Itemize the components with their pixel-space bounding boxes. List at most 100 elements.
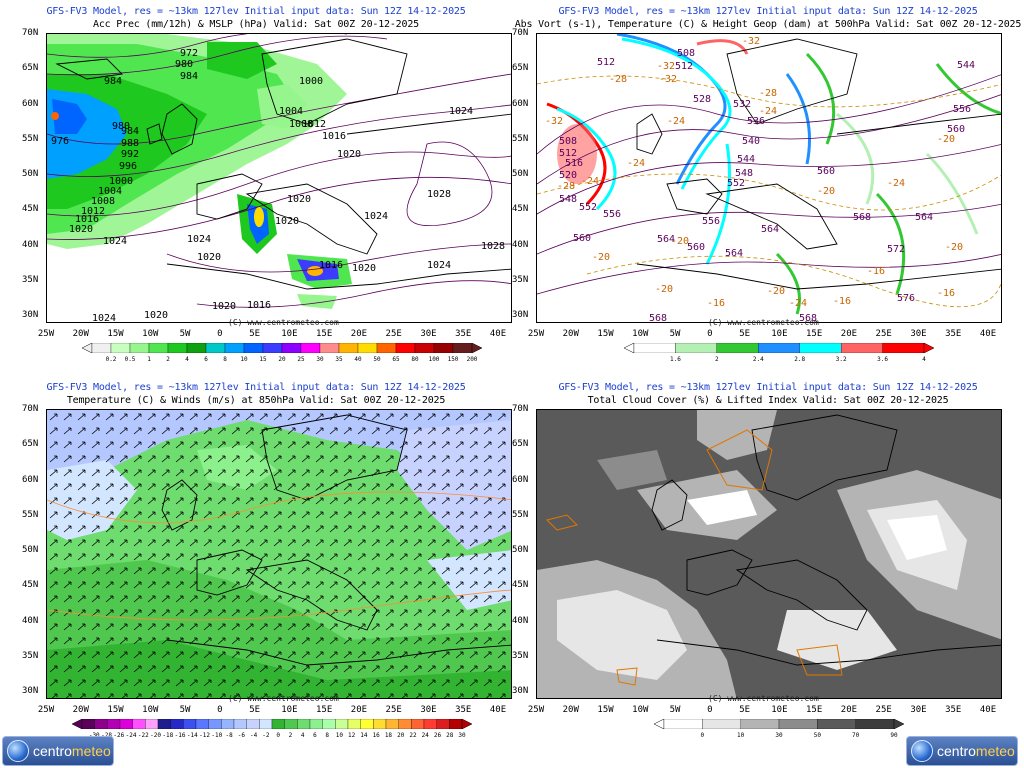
latitude-tick-label: 55N (22, 509, 39, 520)
svg-text:-24: -24 (789, 298, 807, 309)
colorbar-swatch (357, 343, 378, 353)
colorbar-swatch (183, 719, 197, 729)
colorbar-label: 50 (813, 732, 821, 739)
globe-icon (911, 740, 933, 762)
colorbar-extend-right (893, 719, 904, 729)
colorbar-label: 30 (458, 732, 466, 739)
longitude-tick-label: 25W (527, 705, 545, 715)
centrometeo-logo-right[interactable]: centro meteo (906, 736, 1018, 766)
svg-text:540: 540 (742, 136, 760, 147)
colorbar-swatch (395, 343, 416, 353)
longitude-tick-label: 0 (707, 705, 713, 715)
cloud-colorbar (654, 719, 904, 729)
centrometeo-logo-left[interactable]: centro meteo (2, 736, 114, 766)
colorbar-extend-left (624, 343, 635, 353)
svg-text:520: 520 (559, 170, 577, 181)
colorbar-label: 50 (373, 356, 381, 363)
colorbar-swatch (224, 343, 245, 353)
svg-text:1020: 1020 (212, 301, 236, 312)
colorbar-swatch (195, 719, 209, 729)
colorbar-label: -12 (199, 732, 210, 739)
colorbar-swatch (319, 343, 340, 353)
longitude-tick-label: 15E (806, 329, 823, 339)
longitude-tick-label: 5W (669, 329, 681, 339)
svg-text:-16: -16 (867, 266, 885, 277)
longitude-tick-label: 20W (562, 329, 579, 339)
longitude-tick-label: 20W (72, 705, 89, 715)
svg-text:-28: -28 (557, 181, 575, 192)
svg-text:1020: 1020 (275, 216, 299, 227)
colorbar-label: 6 (204, 356, 208, 363)
longitude-tick-label: 10E (281, 705, 298, 715)
svg-text:572: 572 (887, 244, 905, 255)
precipitation-map: 972 980 984 984 1000 1004 1008 1012 1016 976 98… (46, 33, 512, 323)
colorbar-swatch (423, 719, 437, 729)
colorbar-swatch (81, 719, 95, 729)
colorbar-label: 2 (715, 356, 719, 363)
panel-title: Acc Prec (mm/12h) & MSLP (hPa) Valid: Sa… (93, 19, 419, 30)
colorbar-label: 0.2 (105, 356, 117, 363)
svg-text:528: 528 (693, 94, 711, 105)
colorbar-label: 150 (447, 356, 459, 363)
svg-text:512: 512 (597, 57, 615, 68)
colorbar-swatch (170, 719, 184, 729)
temperature-wind-map (46, 409, 512, 699)
colorbar-label: 22 (409, 732, 417, 739)
longitude-tick-label: 10W (632, 329, 649, 339)
longitude-tick-label: 10E (771, 329, 788, 339)
svg-text:1020: 1020 (197, 252, 221, 263)
svg-text:1012: 1012 (81, 206, 105, 217)
longitude-tick-label: 35E (945, 329, 962, 339)
svg-text:992: 992 (121, 149, 139, 160)
longitude-tick-label: 40E (979, 329, 997, 339)
longitude-tick-label: 15W (107, 705, 124, 715)
longitude-tick-label: 20E (350, 705, 368, 715)
colorbar-label: 3.2 (835, 356, 847, 363)
colorbar-label: 4 (300, 732, 305, 739)
svg-text:980: 980 (112, 121, 130, 132)
logo-text-a: centro (937, 743, 976, 759)
svg-text:1004: 1004 (279, 106, 303, 117)
svg-text:1008: 1008 (91, 196, 115, 207)
svg-text:512: 512 (675, 61, 693, 72)
latitude-tick-label: 65N (512, 439, 529, 450)
vorticity-colorbar (624, 343, 934, 353)
longitude-tick-label: 10W (632, 705, 649, 715)
latitude-tick-label: 35N (22, 274, 39, 285)
latitude-tick-label: 70N (512, 404, 529, 414)
longitude-tick-label: 5E (249, 705, 261, 715)
logo-text-b: meteo (71, 743, 111, 759)
colorbar-swatch (360, 719, 374, 729)
colorbar-label: -10 (211, 732, 223, 739)
svg-text:556: 556 (953, 104, 971, 115)
colorbar-label: 0 (700, 732, 705, 739)
colorbar-swatch (94, 719, 108, 729)
longitude-tick-label: 15E (806, 705, 823, 715)
logo-text-a: centro (33, 743, 72, 759)
colorbar-swatch (740, 719, 780, 729)
svg-text:1008: 1008 (289, 119, 313, 130)
svg-text:1020: 1020 (144, 310, 168, 321)
svg-text:-24: -24 (627, 158, 645, 169)
latitude-tick-label: 30N (512, 310, 529, 320)
colorbar-label: 100 (428, 356, 440, 363)
colorbar-swatch (758, 343, 800, 353)
longitude-tick-label: 10W (142, 329, 159, 339)
colorbar-label: 1 (147, 356, 151, 363)
longitude-tick-label: 5W (179, 705, 191, 715)
svg-text:1024: 1024 (103, 236, 127, 247)
colorbar-swatch (385, 719, 399, 729)
svg-text:996: 996 (119, 161, 137, 172)
latitude-tick-label: 60N (512, 98, 529, 109)
svg-text:1016: 1016 (319, 260, 343, 271)
svg-text:-16: -16 (833, 296, 851, 307)
longitude-tick-label: 10W (142, 705, 159, 715)
longitude-tick-label: 0 (707, 329, 713, 339)
colorbar-label: 20 (397, 732, 405, 739)
colorbar-label: 8 (223, 356, 227, 363)
colorbar-label: 80 (411, 356, 419, 363)
colorbar-label: 65 (392, 356, 400, 363)
colorbar-label: 28 (446, 732, 454, 739)
svg-text:-28: -28 (609, 74, 627, 85)
